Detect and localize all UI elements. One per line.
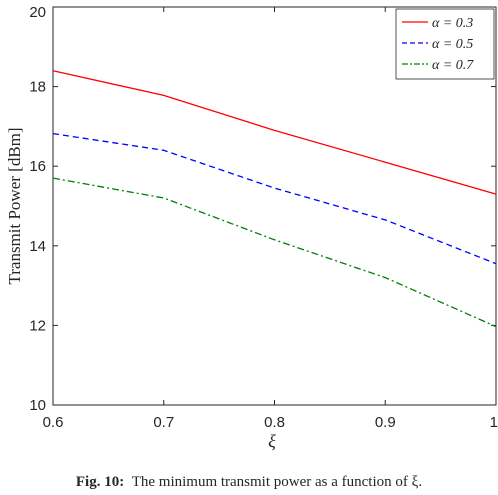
- legend-box: [395, 8, 495, 80]
- y-tick-label: 10: [29, 397, 46, 414]
- y-tick-label: 16: [29, 158, 46, 175]
- legend-label-1: α = 0.3: [432, 16, 473, 31]
- x-axis-title: ξ: [268, 431, 276, 451]
- x-tick-label: 0.6: [43, 414, 64, 431]
- x-tick-label: 1: [490, 414, 498, 431]
- legend-label-3: α = 0.7: [432, 58, 474, 73]
- legend: α = 0.3 α = 0.5 α = 0.7: [395, 8, 495, 80]
- y-tick-label: 12: [29, 317, 46, 334]
- caption-text: The minimum transmit power as a function…: [132, 474, 422, 490]
- y-tick-label: 18: [29, 79, 46, 96]
- series-line-1: [52, 70, 497, 195]
- y-axis-title: Transmit Power [dBm]: [5, 127, 24, 284]
- series-line-3: [52, 177, 497, 328]
- figure-caption: Fig. 10: The minimum transmit power as a…: [76, 474, 422, 490]
- legend-label-2: α = 0.5: [432, 37, 473, 52]
- x-tick-label: 0.8: [264, 414, 285, 431]
- x-tick-label: 0.9: [375, 414, 396, 431]
- series-lines: [52, 70, 497, 328]
- series-line-2: [52, 132, 497, 265]
- y-tick-label: 14: [29, 238, 46, 255]
- caption-label: Fig. 10:: [76, 474, 124, 490]
- x-tick-label: 0.7: [153, 414, 174, 431]
- y-tick-label: 20: [29, 4, 46, 21]
